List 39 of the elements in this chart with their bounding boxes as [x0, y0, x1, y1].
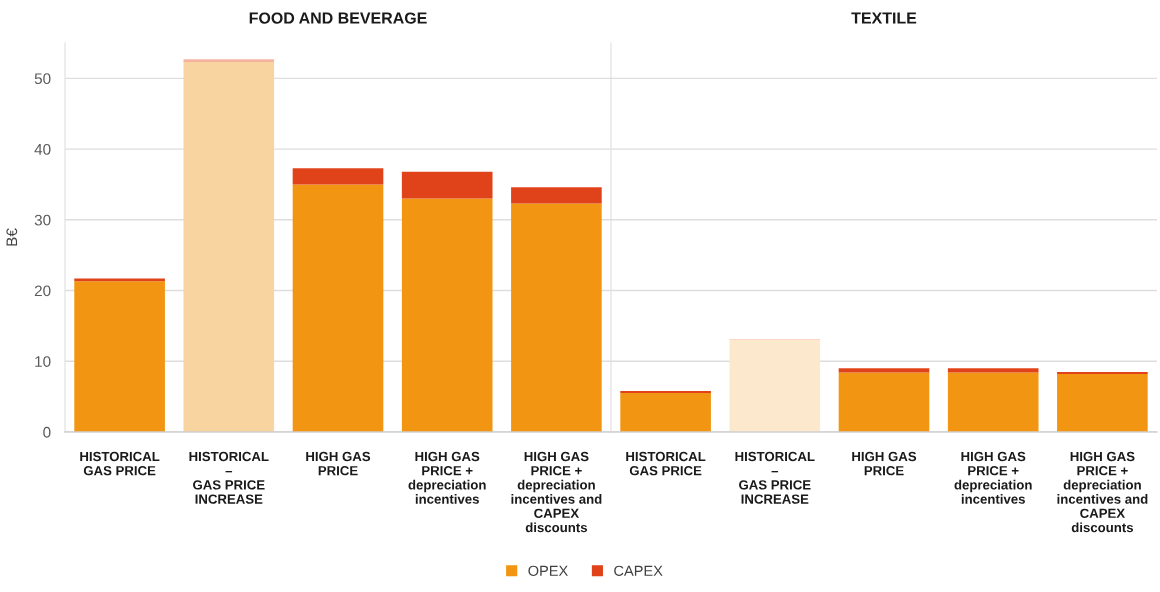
y-tick-label: 30 — [34, 214, 51, 226]
y-tick-label: 0 — [43, 426, 51, 438]
x-tick-label: HISTORICAL – GAS PRICE INCREASE — [735, 451, 815, 504]
x-tick-label: HISTORICAL GAS PRICE — [80, 451, 160, 476]
legend-label: CAPEX — [614, 565, 663, 576]
x-tick-label: HISTORICAL GAS PRICE — [626, 451, 706, 476]
x-tick-label: HIGH GAS PRICE + depreciation incentives — [408, 451, 486, 504]
x-tick-label: HISTORICAL – GAS PRICE INCREASE — [189, 451, 269, 504]
bar — [947, 372, 1039, 432]
y-tick-label: 10 — [35, 356, 51, 367]
legend-label: OPEX — [528, 565, 568, 576]
bar — [838, 368, 930, 373]
x-tick-label: HIGH GAS PRICE — [852, 451, 917, 476]
bar — [183, 59, 275, 63]
chart-title: FOOD AND BEVERAGE — [249, 12, 427, 24]
x-tick-label: HIGH GAS PRICE + depreciation incentives — [954, 451, 1032, 504]
bar — [620, 390, 711, 394]
bar — [511, 187, 602, 204]
x-tick-label: HIGH GAS PRICE + depreciation incentives and CAPEX discounts — [1057, 451, 1148, 533]
bar — [401, 198, 493, 432]
y-axis-title: B€ — [6, 228, 18, 246]
y-tick-label: 20 — [34, 285, 51, 297]
bar — [292, 168, 384, 185]
bar — [292, 184, 384, 432]
bar — [1057, 371, 1148, 374]
y-tick-label: 50 — [34, 73, 51, 85]
bar — [729, 340, 821, 432]
bar — [74, 281, 165, 432]
bar — [511, 203, 602, 432]
bar — [183, 62, 275, 432]
y-tick-label: 40 — [34, 143, 51, 155]
bar — [947, 368, 1039, 373]
bar — [838, 372, 930, 432]
x-tick-label: HIGH GAS PRICE + depreciation incentives and CAPEX discounts — [511, 451, 602, 533]
bar — [401, 171, 493, 199]
x-tick-label: HIGH GAS PRICE — [306, 451, 371, 476]
chart-title: TEXTILE — [851, 12, 917, 24]
bar — [620, 393, 711, 432]
bar — [1057, 374, 1148, 432]
